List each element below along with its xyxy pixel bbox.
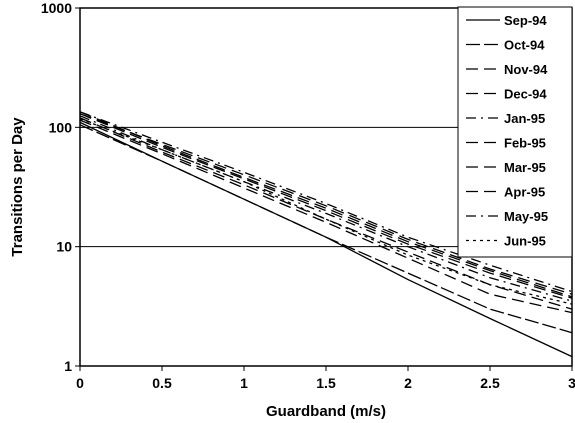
x-tick-label-4: 2 [404, 375, 412, 391]
legend-label-sep-94: Sep-94 [504, 13, 547, 28]
legend: Sep-94 Oct-94 Nov-94 Dec-94 Jan-95 Feb-95 Mar-… [457, 6, 573, 258]
series-line-jan-95 [79, 115, 573, 302]
x-tick-label-3: 1.5 [316, 375, 336, 391]
y-tick-label-3: 1000 [41, 0, 72, 16]
series-line-feb-95 [79, 113, 573, 299]
series-lines [79, 111, 573, 358]
legend-label-jun-95: Jun-95 [504, 234, 546, 249]
legend-label-feb-95: Feb-95 [504, 136, 546, 151]
y-tick-label-1: 10 [56, 239, 72, 255]
legend-label-nov-94: Nov-94 [504, 62, 548, 77]
y-tick-label-0: 1 [64, 358, 72, 374]
x-axis-title: Guardband (m/s) [266, 403, 386, 420]
x-axis-ticks: 0 0.5 1 1.5 2 2.5 3 [76, 366, 575, 391]
legend-label-mar-95: Mar-95 [504, 160, 546, 175]
x-tick-label-2: 1 [240, 375, 248, 391]
y-axis-ticks: 1 10 100 1000 [41, 0, 80, 374]
x-tick-label-1: 0.5 [152, 375, 172, 391]
series-line-mar-95 [79, 111, 573, 298]
series-line-oct-94 [79, 124, 573, 334]
legend-label-oct-94: Oct-94 [504, 38, 545, 53]
legend-label-apr-95: Apr-95 [504, 185, 545, 200]
legend-label-jan-95: Jan-95 [504, 111, 545, 126]
legend-box [457, 6, 573, 258]
legend-label-may-95: May-95 [504, 209, 548, 224]
x-tick-label-6: 3 [568, 375, 575, 391]
y-tick-label-2: 100 [49, 119, 73, 135]
series-line-jun-95 [79, 118, 573, 305]
series-line-apr-95 [79, 113, 573, 295]
x-tick-label-0: 0 [76, 375, 84, 391]
y-axis-title: Transitions per Day [9, 117, 26, 257]
legend-label-dec-94: Dec-94 [504, 87, 547, 102]
x-tick-label-5: 2.5 [480, 375, 500, 391]
